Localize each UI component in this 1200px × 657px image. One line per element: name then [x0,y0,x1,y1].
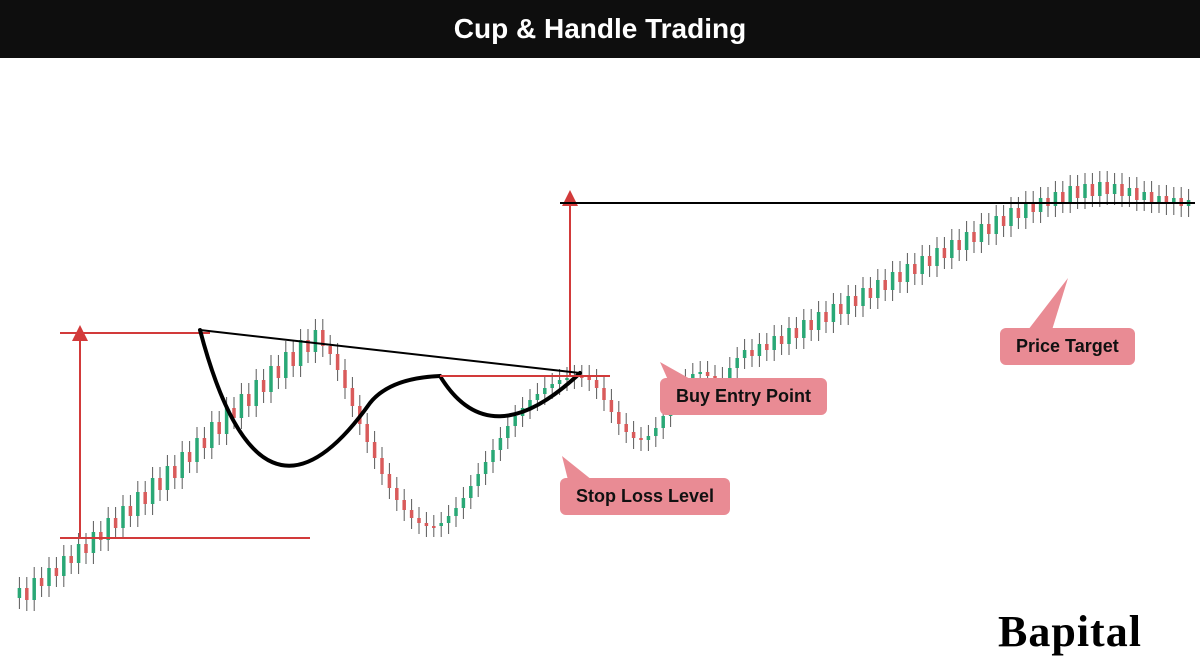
chart-area: Buy Entry Point Stop Loss Level Price Ta… [0,58,1200,630]
callout-stop-loss: Stop Loss Level [560,478,730,515]
page-title: Cup & Handle Trading [454,13,746,45]
callout-buy-label: Buy Entry Point [676,386,811,406]
callout-target-label: Price Target [1016,336,1119,356]
callout-price-target: Price Target [1000,328,1135,365]
brand-logo: Bapital [998,606,1142,657]
header-bar: Cup & Handle Trading [0,0,1200,58]
callout-buy-entry: Buy Entry Point [660,378,827,415]
callout-stop-label: Stop Loss Level [576,486,714,506]
